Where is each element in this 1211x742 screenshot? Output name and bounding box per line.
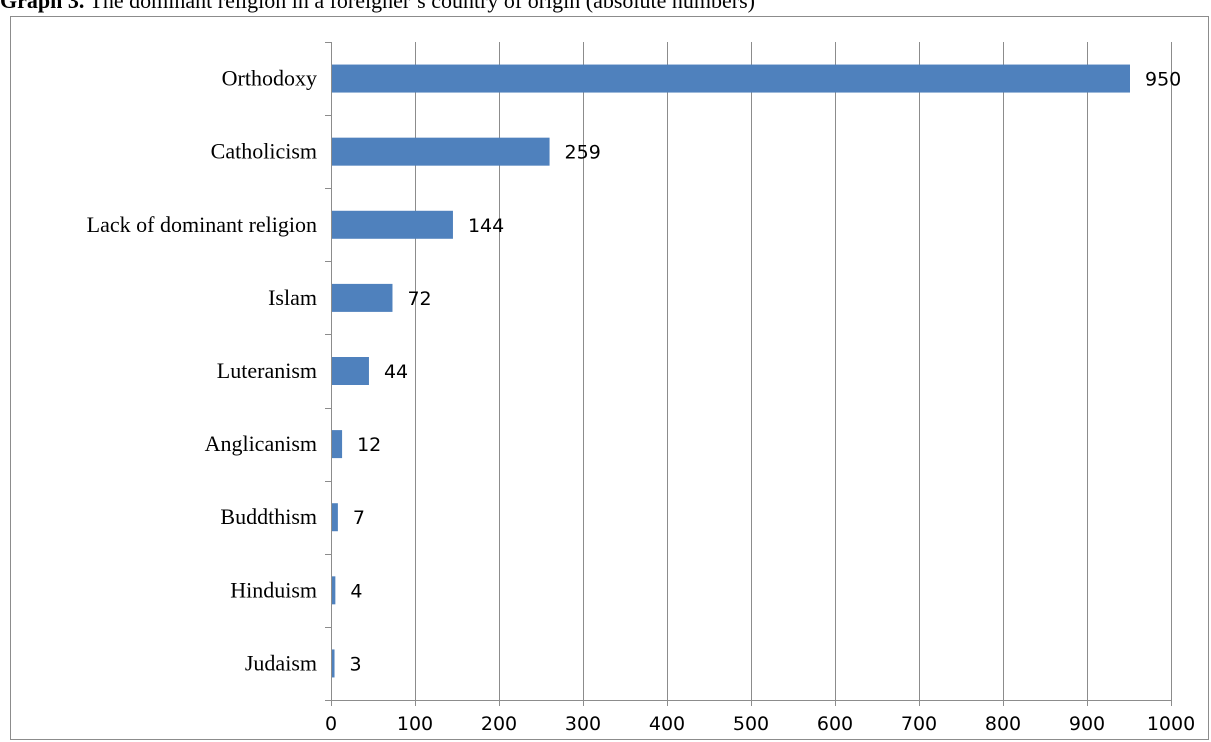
bar-orthodoxy (332, 64, 1130, 93)
category-label-lack-of-dominant-religion: Lack of dominant religion (87, 212, 317, 237)
bar-hinduism (332, 576, 336, 605)
bar-buddthism (332, 503, 338, 532)
data-label-buddthism: 7 (353, 507, 365, 529)
chart-frame: 0 100 200 300 400 500 600 700 800 900 1000 Orthodox… (10, 16, 1209, 740)
data-label-anglicanism: 12 (357, 434, 381, 456)
x-tick-label-200: 200 (481, 713, 517, 735)
data-label-catholicism: 259 (565, 142, 601, 164)
caption-prefix: Graph 3. (0, 0, 85, 13)
chart-caption: Graph 3. The dominant religion in a fore… (0, 0, 1211, 16)
data-label-islam: 72 (407, 288, 431, 310)
category-label-catholicism: Catholicism (211, 139, 317, 164)
category-label-islam: Islam (268, 285, 317, 310)
data-label-orthodoxy: 950 (1145, 69, 1181, 91)
x-tick-label-900: 900 (1069, 713, 1105, 735)
category-label-anglicanism: Anglicanism (205, 431, 317, 456)
bar-luteranism (332, 357, 369, 385)
data-label-luteranism: 44 (384, 361, 408, 383)
bar-catholicism (332, 137, 550, 166)
category-label-orthodoxy: Orthodoxy (222, 66, 317, 91)
caption-text: The dominant religion in a foreigner’s c… (89, 0, 756, 13)
x-tick-label-100: 100 (397, 713, 433, 735)
bar-lack-of-dominant-religion (332, 210, 453, 239)
category-label-buddthism: Buddthism (220, 504, 317, 529)
x-tick-label-400: 400 (649, 713, 685, 735)
x-tick-label-1000: 1000 (1147, 713, 1195, 735)
bar-chart: 0 100 200 300 400 500 600 700 800 900 1000 Orthodox… (87, 42, 1195, 735)
x-tick-label-600: 600 (817, 713, 853, 735)
bar-islam (332, 283, 393, 312)
category-label-judaism: Judaism (245, 650, 317, 675)
data-label-judaism: 3 (350, 653, 362, 675)
x-tick-label-0: 0 (325, 713, 337, 735)
x-tick-label-700: 700 (901, 713, 937, 735)
bar-anglicanism (332, 430, 343, 459)
x-tick-label-300: 300 (565, 713, 601, 735)
category-label-luteranism: Luteranism (217, 358, 317, 383)
x-tick-label-800: 800 (985, 713, 1021, 735)
category-label-hinduism: Hinduism (230, 577, 317, 602)
data-label-hinduism: 4 (350, 580, 362, 602)
x-tick-label-500: 500 (733, 713, 769, 735)
data-label-lack-of-dominant-religion: 144 (468, 215, 504, 237)
bar-judaism (332, 649, 335, 678)
